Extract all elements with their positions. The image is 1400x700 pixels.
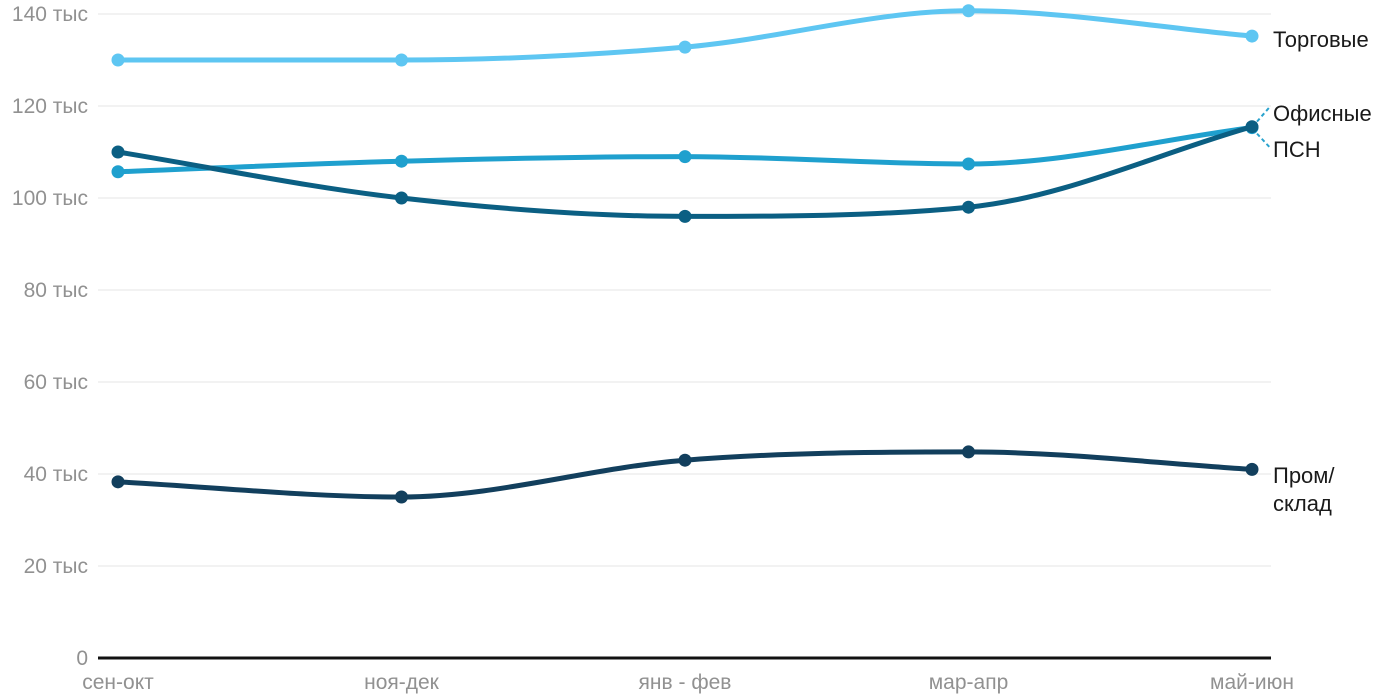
data-point-psn xyxy=(395,154,408,168)
data-point-torgovye xyxy=(678,40,692,54)
data-point-torgovye xyxy=(1245,29,1259,43)
data-point-prom-sklad xyxy=(395,490,408,504)
series-label-ofisnye: Офисные xyxy=(1273,101,1372,126)
data-point-torgovye xyxy=(111,53,125,67)
data-point-psn xyxy=(111,165,125,179)
y-tick-label: 100 тыс xyxy=(12,187,88,210)
series-line-ofisnye xyxy=(115,124,1255,219)
x-tick-label: мар-апр xyxy=(929,671,1009,694)
data-point-ofisnye xyxy=(678,209,692,223)
series-label-torgovye: Торговые xyxy=(1273,27,1369,52)
data-point-prom-sklad xyxy=(962,445,975,459)
data-point-ofisnye xyxy=(111,145,125,159)
data-point-prom-sklad xyxy=(111,475,125,489)
series-line-psn xyxy=(115,125,1255,175)
data-point-torgovye xyxy=(962,4,975,18)
series-label-prom-sklad: Пром/ склад xyxy=(1273,463,1335,516)
x-tick-label: сен-окт xyxy=(82,671,154,694)
y-tick-label: 40 тыс xyxy=(24,463,88,486)
data-point-torgovye xyxy=(395,53,408,67)
y-tick-label: 20 тыс xyxy=(24,555,88,578)
x-tick-label: ноя-дек xyxy=(364,671,440,694)
leader-line-psn xyxy=(1256,132,1271,149)
y-tick-label: 80 тыс xyxy=(24,279,88,302)
y-tick-label: 140 тыс xyxy=(12,3,88,26)
data-point-psn xyxy=(962,157,975,171)
series-label-psn: ПСН xyxy=(1273,137,1321,162)
data-point-ofisnye xyxy=(395,191,408,205)
x-tick-label: май-июн xyxy=(1210,671,1294,694)
y-tick-label: 0 xyxy=(76,647,88,670)
data-point-psn xyxy=(678,150,692,164)
data-point-ofisnye xyxy=(1245,120,1259,134)
leader-line-ofisnye xyxy=(1256,105,1271,123)
data-point-prom-sklad xyxy=(678,453,692,467)
data-point-prom-sklad xyxy=(1245,462,1259,476)
x-tick-label: янв - фев xyxy=(639,671,732,694)
y-tick-label: 60 тыс xyxy=(24,371,88,394)
y-tick-label: 120 тыс xyxy=(12,95,88,118)
data-point-ofisnye xyxy=(962,200,975,214)
